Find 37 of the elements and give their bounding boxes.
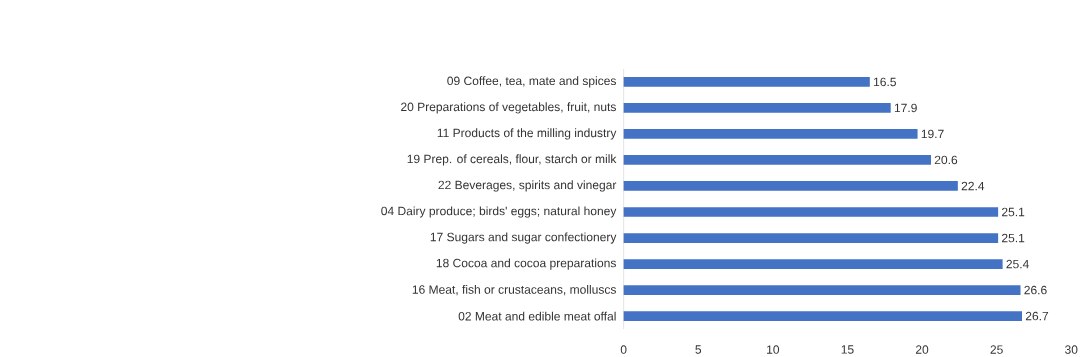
y-tick-label: 18 Cocoa and cocoa preparations <box>436 258 616 270</box>
y-tick-label: 19 Prep. of cereals, flour, starch or milk <box>407 154 617 166</box>
data-label: 20.6 <box>934 155 958 165</box>
data-label: 25.4 <box>1006 259 1029 269</box>
bar <box>623 207 999 217</box>
y-tick-label: 20 Preparations of vegetables, fruit, nuts <box>401 102 616 114</box>
x-tick-label: 30 <box>1065 345 1078 354</box>
y-tick-label: 17 Sugars and sugar confectionery <box>430 232 617 244</box>
bar <box>623 181 958 191</box>
x-tick-label: 25 <box>990 345 1003 354</box>
bar <box>623 77 870 87</box>
x-tick-label: 0 <box>620 345 627 354</box>
x-tick-label: 5 <box>695 345 702 354</box>
bar <box>623 155 931 165</box>
bar <box>623 259 1003 269</box>
bar <box>623 285 1021 295</box>
y-tick-label: 22 Beverages, spirits and vinegar <box>438 180 617 192</box>
y-tick-label: 04 Dairy produce; birds' eggs; natural honey <box>381 206 617 218</box>
data-label: 22.4 <box>961 181 985 191</box>
data-label: 25.1 <box>1002 233 1025 243</box>
bar <box>623 103 891 113</box>
bar <box>623 129 918 139</box>
data-label: 26.7 <box>1025 311 1049 321</box>
x-tick-label: 20 <box>915 345 929 354</box>
y-tick-label: 11 Products of the milling industry <box>437 128 617 140</box>
x-tick-label: 15 <box>841 345 854 354</box>
bar <box>623 233 999 243</box>
data-label: 26.6 <box>1024 285 1047 295</box>
data-label: 19.7 <box>921 129 944 139</box>
x-tick-label: 10 <box>767 345 780 354</box>
y-tick-label: 09 Coffee, tea, mate and spices <box>447 76 616 88</box>
data-label: 17.9 <box>894 103 917 113</box>
y-tick-label: 02 Meat and edible meat offal <box>458 311 616 321</box>
data-label: 25.1 <box>1002 207 1025 217</box>
data-label: 16.5 <box>874 77 896 87</box>
bar <box>623 311 1022 321</box>
y-tick-label: 16 Meat, fish or crustaceans, molluscs <box>412 284 616 296</box>
